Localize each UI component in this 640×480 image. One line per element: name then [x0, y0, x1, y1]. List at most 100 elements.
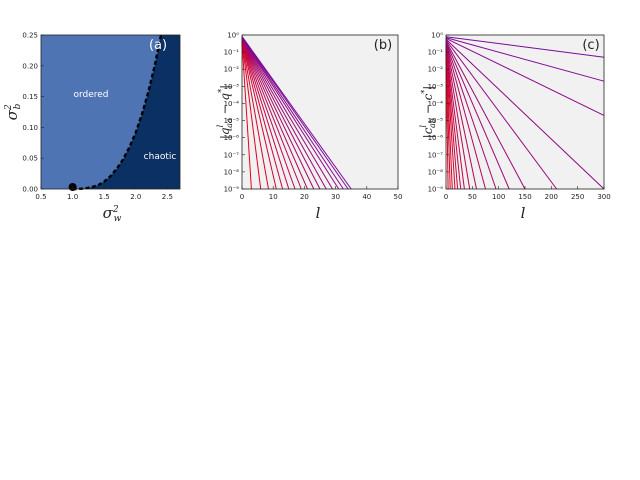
- panel-c-y-tick-label: 10⁰: [431, 32, 443, 40]
- panel-c-x-tick-label: 200: [545, 193, 558, 201]
- panel-c-y-tick-label: 10⁻⁵: [428, 117, 444, 125]
- panel-b-series-line: [241, 36, 352, 190]
- panel-c-x-tick-label: 300: [597, 193, 610, 201]
- panel-c-series-line: [445, 44, 477, 190]
- panel-c-series-line: [445, 37, 605, 82]
- panel-b-x-ticks: 0 10 20 30 40 50: [240, 186, 403, 201]
- panel-b-y-tick-label: 10⁰: [227, 32, 239, 40]
- panel-b-y-tick-label: 10⁻⁶: [224, 134, 240, 142]
- phase-diagram-panel: (a) ordered chaotic 0.5 1.0 1.5 2.0 2.5 0.00…: [3, 32, 181, 224]
- panel-b-x-tick-label: 20: [300, 193, 309, 201]
- panel-c-label: (c): [582, 38, 599, 53]
- panel-b-series-line: [241, 40, 284, 190]
- panel-c-series-line: [445, 46, 462, 190]
- panel-c-y-tick-label: 10⁻⁴: [428, 100, 444, 108]
- panel-c-y-tick-label: 10⁻⁷: [428, 151, 444, 159]
- panel-c-series-line: [445, 46, 465, 190]
- panel-b-series-line: [241, 36, 344, 190]
- panel-c-ylabel: |clab − c*|: [419, 86, 437, 139]
- panel-c-x-tick-label: 150: [518, 193, 531, 201]
- panel-c-y-tick-label: 10⁻²: [428, 66, 444, 74]
- panel-a-x-ticks: 0.5 1.0 1.5 2.0 2.5: [35, 186, 173, 201]
- panel-b-series-line: [241, 39, 290, 190]
- panel-b-series-line: [241, 39, 296, 190]
- panel-c-series-line: [445, 36, 605, 58]
- panel-b-y-tick-label: 10⁻²: [224, 66, 240, 74]
- panel-b-x-tick-label: 50: [394, 193, 403, 201]
- panel-b-x-tick-label: 40: [362, 193, 371, 201]
- panel-b-series-line: [241, 37, 333, 190]
- panel-b-series-line: [241, 41, 262, 190]
- panel-c-x-tick-label: 100: [492, 193, 505, 201]
- panel-c-y-tick-label: 10⁻³: [428, 83, 444, 91]
- panel-c-xlabel: l: [521, 204, 526, 222]
- panel-b-background: [242, 35, 398, 189]
- panel-c-x-tick-label: 250: [571, 193, 584, 201]
- panel-a-x-tick-label: 2.0: [130, 193, 141, 201]
- panel-b-ylabel: |qlaa − q*|: [216, 85, 234, 139]
- chaotic-label: chaotic: [144, 152, 177, 162]
- panel-c-series-line: [445, 40, 526, 190]
- panel-b-x-tick-label: 30: [331, 193, 340, 201]
- panel-a-xlabel: σ2 w: [103, 204, 122, 224]
- panel-b-y-tick-label: 10⁻³: [224, 83, 240, 91]
- panel-b-series-line: [241, 41, 269, 190]
- panel-b-series-line: [241, 38, 315, 190]
- panel-b-y-ticks: 10⁰ 10⁻¹ 10⁻² 10⁻³ 10⁻⁴ 10⁻⁵ 10⁻⁶ 10⁻⁷ 10⁻⁸ 10⁻⁹: [224, 32, 245, 194]
- panel-b-x-tick-label: 0: [240, 193, 244, 201]
- panel-c-y-tick-label: 10⁻⁸: [428, 168, 444, 176]
- panel-b-y-tick-label: 10⁻⁵: [224, 117, 240, 125]
- c-convergence-panel: (c) 0 50 100 150 200 250 300 10⁰10⁻¹10⁻²10⁻³10…: [419, 32, 611, 223]
- panel-b-y-tick-label: 10⁻⁸: [224, 168, 240, 176]
- panel-b-series-line: [241, 36, 349, 190]
- panel-c-series-line: [445, 41, 510, 190]
- q-convergence-panel: (b) 0 10 20 30 40 50 10⁰10⁻¹10⁻²10⁻³10⁻⁴10⁻⁵1…: [216, 32, 402, 223]
- panel-c-series: [445, 36, 605, 190]
- panel-b-label: (b): [374, 38, 392, 53]
- panel-c-series-line: [445, 45, 471, 190]
- panel-b-y-tick-label: 10⁻⁴: [224, 100, 240, 108]
- panel-a-y-tick-label: 0.25: [22, 32, 38, 40]
- panel-a-ylabel: σ2b: [3, 103, 23, 120]
- panel-a-y-tick-label: 0.10: [22, 124, 38, 132]
- panel-b-y-tick-label: 10⁻¹: [224, 49, 240, 57]
- panel-c-x-ticks: 0 50 100 150 200 250 300: [444, 186, 611, 201]
- panel-c-y-tick-label: 10⁻⁶: [428, 134, 444, 142]
- panel-b-series-line: [241, 37, 340, 190]
- panel-c-y-tick-label: 10⁻¹: [428, 49, 444, 57]
- panel-a-frame: [40, 34, 181, 190]
- panel-c-y-tick-label: 10⁻⁹: [428, 186, 444, 194]
- panel-c-series-line: [445, 42, 497, 190]
- panel-a-y-tick-label: 0.00: [22, 186, 38, 194]
- panel-c-series-line: [445, 43, 486, 190]
- panel-b-y-tick-label: 10⁻⁷: [224, 151, 240, 159]
- panel-c-series-line: [445, 38, 605, 190]
- panel-b-series: [241, 36, 352, 190]
- panel-b-series-line: [241, 39, 302, 190]
- panel-b-y-tick-label: 10⁻⁹: [224, 186, 240, 194]
- panel-b-series-line: [241, 37, 327, 190]
- panel-a-label: (a): [149, 38, 167, 53]
- panel-b-series-line: [241, 40, 277, 190]
- panel-c-y-ticks: 10⁰ 10⁻¹ 10⁻² 10⁻³ 10⁻⁴ 10⁻⁵ 10⁻⁶ 10⁻⁷ 10⁻⁸ 10⁻⁹: [428, 32, 449, 194]
- panel-c-x-tick-label: 50: [468, 193, 477, 201]
- panel-b-series-line: [241, 38, 308, 190]
- panel-c-series-line: [445, 39, 558, 190]
- panel-b-frame: [241, 34, 399, 190]
- panel-c-series-line: [445, 47, 459, 190]
- ordered-label: ordered: [73, 90, 108, 100]
- panel-a-x-tick-label: 2.5: [162, 193, 173, 201]
- panel-c-x-tick-label: 0: [444, 193, 448, 201]
- panel-c-background: [446, 35, 604, 189]
- panel-b-series-line: [241, 38, 321, 190]
- panel-a-x-tick-label: 0.5: [35, 193, 46, 201]
- panel-a-x-tick-label: 1.5: [99, 193, 110, 201]
- panel-b-series-line: [241, 41, 252, 190]
- panel-c-series-line: [445, 37, 605, 116]
- panel-b-x-tick-label: 10: [269, 193, 278, 201]
- phase-boundary-dashed: [72, 34, 163, 191]
- panel-a-y-tick-label: 0.15: [22, 93, 38, 101]
- panel-a-y-tick-label: 0.20: [22, 62, 38, 70]
- panel-b-xlabel: l: [316, 204, 321, 222]
